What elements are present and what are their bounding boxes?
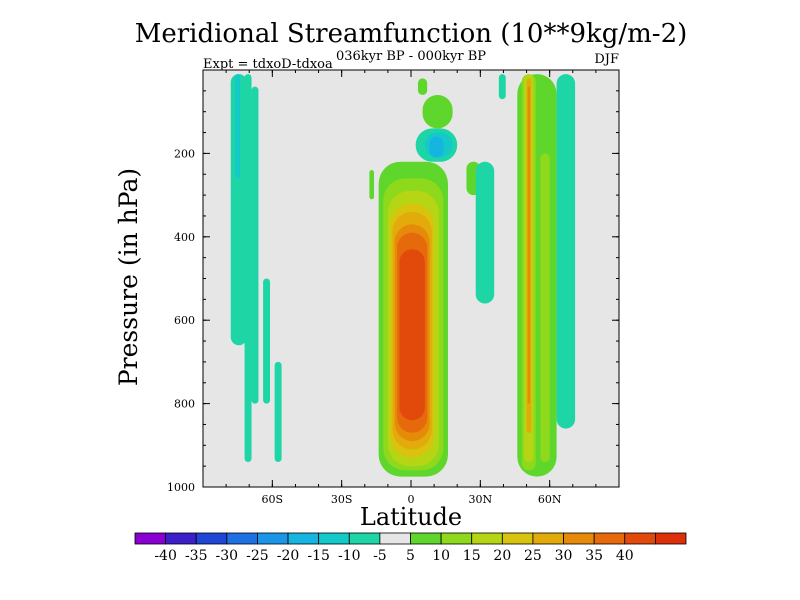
contour-region [274,361,282,462]
contour-region [527,86,531,404]
colorbar-box [226,532,258,545]
contour-region [244,74,252,462]
colorbar-box [287,532,320,545]
colorbar-label: 25 [524,548,542,564]
y-axis-title: Pressure (in hPa) [114,168,143,386]
colorbar-box [134,532,167,545]
contour-region [498,74,506,100]
colorbar-box [195,532,228,545]
colorbar-box [563,532,595,545]
contour-region [417,78,428,96]
plot-area [202,69,620,488]
contour-region [429,136,444,158]
contour-region [230,74,247,346]
x-tick-label: 60S [262,493,284,506]
contour-region [422,95,453,129]
colorbar-box [348,532,381,545]
y-tick-label: 200 [174,147,195,160]
y-tick-label: 400 [174,231,195,244]
axis-ticks: 60S 30S 0 30N 60N 200 400 600 800 1000 [167,70,619,506]
colorbar-label: 5 [406,548,415,564]
contour-region [251,86,259,404]
y-tick-label: 800 [174,398,195,411]
colorbar-label: -40 [154,548,177,564]
x-tick-label: 0 [408,493,415,506]
y-tick-label: 600 [174,314,195,327]
colorbar-box [593,532,626,545]
colorbar-box [165,532,197,545]
contour-region [235,74,240,179]
contour-field [230,74,576,477]
x-tick-label: 30N [469,493,493,506]
colorbar-label: -30 [216,548,239,564]
colorbar-label: -35 [185,548,208,564]
y-tick-label: 1000 [167,481,195,494]
colorbar-label: 30 [555,548,573,564]
colorbar-box [257,532,289,545]
colorbar-label: 10 [432,548,450,564]
season-label: DJF [594,52,619,67]
colorbar-label: -15 [307,548,330,564]
colorbar-label: -10 [338,548,361,564]
colorbar-label: -5 [373,548,387,564]
x-tick-label: 60N [538,493,562,506]
experiment-label: Expt = tdxoD-tdxoa [203,57,333,72]
colorbar-box [624,532,656,545]
colorbar-label: -20 [277,548,300,564]
colorbar-box [379,532,411,545]
contour-region [556,74,576,429]
colorbar-label: 35 [585,548,603,564]
contour-region [475,161,495,304]
x-tick-label: 30S [331,493,353,506]
colorbar-box [654,532,687,545]
colorbar-box [501,532,534,545]
chart-subtitle: 036kyr BP - 000kyr BP [336,49,486,64]
contour-region [399,249,425,421]
x-axis-title: Latitude [360,503,462,531]
colorbar-label: 20 [493,548,511,564]
colorbar-box [410,532,442,545]
colorbar: -40 -35 -30 -25 -20 -15 -10 -5 5 10 15 20 25 30 35 40 [134,532,687,564]
colorbar-box [318,532,350,545]
colorbar-box [440,532,473,545]
colorbar-box [471,532,503,545]
contour-region [263,278,271,404]
colorbar-label: 40 [616,548,634,564]
colorbar-label: -25 [246,548,269,564]
colorbar-label: 15 [463,548,481,564]
contour-region [540,153,550,462]
contour-region [369,170,375,200]
colorbar-box [532,532,564,545]
chart-title: Meridional Streamfunction (10**9kg/m-2) [135,19,688,49]
